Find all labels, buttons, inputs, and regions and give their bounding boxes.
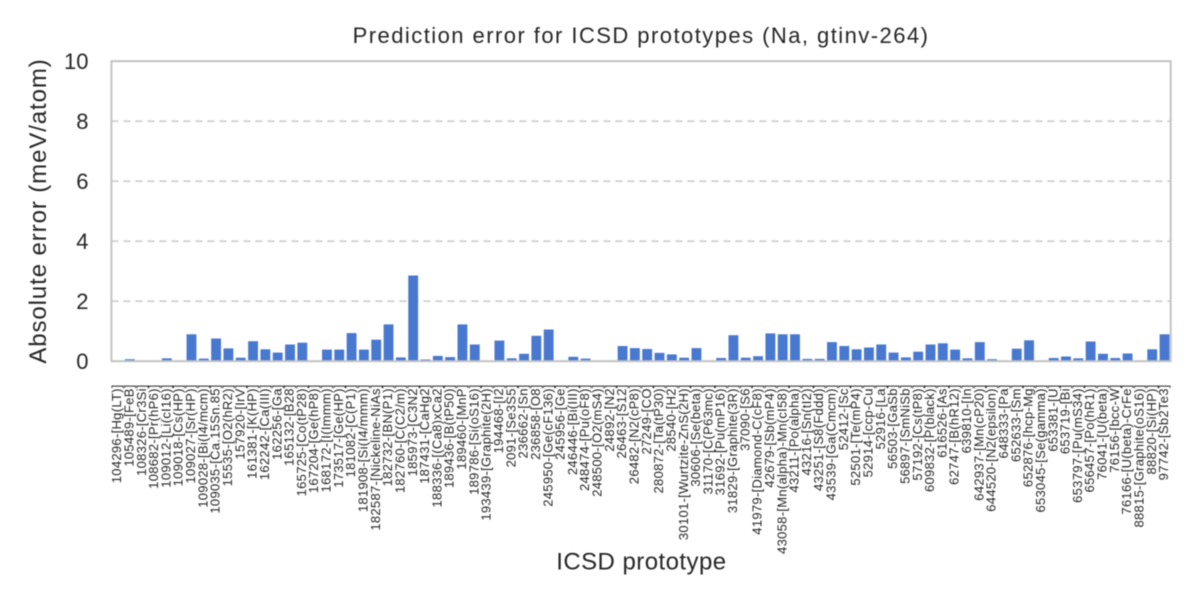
svg-text:4: 4	[76, 229, 88, 254]
svg-text:0: 0	[76, 349, 88, 374]
svg-text:8: 8	[76, 109, 88, 134]
svg-text:10: 10	[64, 49, 88, 74]
svg-text:Absolute error (meV/atom): Absolute error (meV/atom)	[25, 58, 52, 363]
svg-text:ICSD prototype: ICSD prototype	[556, 548, 726, 575]
svg-text:6: 6	[76, 169, 88, 194]
svg-text:2: 2	[76, 289, 88, 314]
svg-text:97742-[Sb2Te3]: 97742-[Sb2Te3]	[1156, 384, 1171, 480]
svg-text:Prediction error for ICSD prot: Prediction error for ICSD prototypes (Na…	[353, 23, 930, 48]
